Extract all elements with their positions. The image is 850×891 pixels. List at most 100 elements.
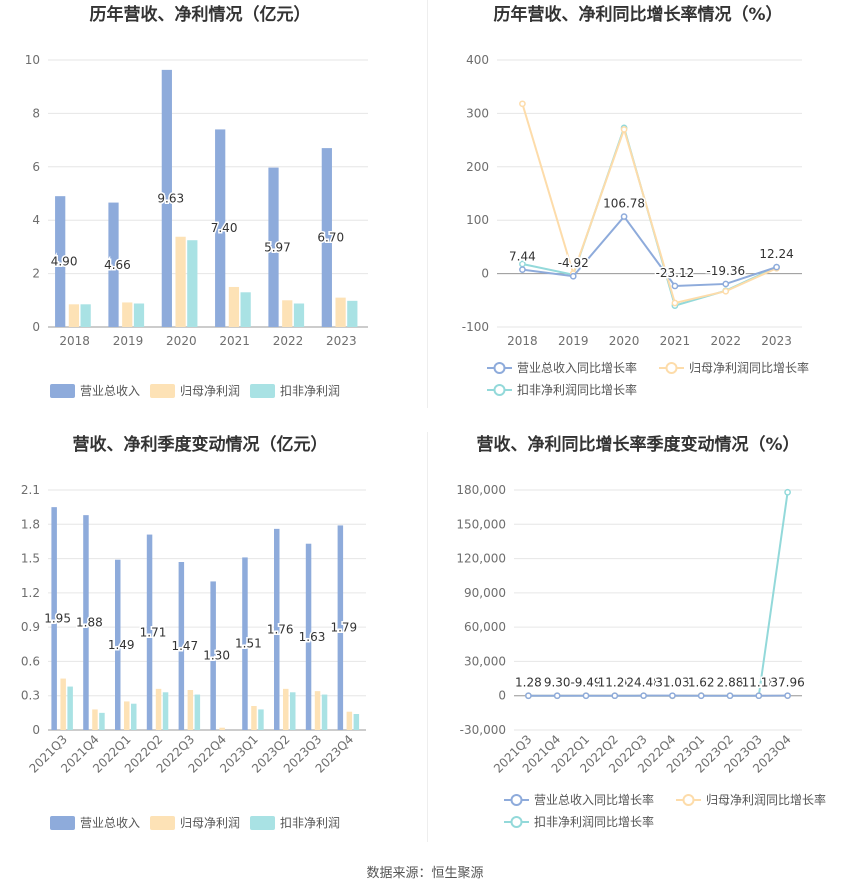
data-label: 1.79	[330, 621, 357, 635]
data-label: -19.36	[706, 264, 745, 278]
data-label: 1.51	[235, 637, 262, 651]
x-tick-label: 2021	[219, 334, 250, 348]
point-营业总收入同比增长率	[671, 282, 679, 290]
y-tick-label: 8	[32, 106, 40, 120]
legend-swatch	[250, 816, 275, 830]
bar-扣非净利润-2022Q3	[194, 694, 201, 730]
line-归母净利润同比增长率	[521, 103, 777, 305]
legend-marker	[682, 794, 695, 806]
bar-归母净利润-2019	[122, 302, 133, 327]
point-归母净利润同比增长率	[722, 287, 730, 295]
y-tick-label: 180,000	[456, 483, 506, 497]
bar-扣非净利润-2021Q4	[99, 712, 105, 730]
bar-营业总收入-2023Q3	[305, 543, 312, 730]
legend-label: 扣非净利润	[280, 384, 340, 398]
point-营业总收入同比增长率	[569, 272, 577, 280]
legend-label: 营业总收入	[80, 384, 140, 398]
data-label: 24.48	[626, 676, 660, 690]
legend-label: 扣非净利润同比增长率	[517, 382, 637, 397]
bar-归母净利润-2018	[68, 304, 80, 327]
bar-归母净利润-2023Q3	[314, 691, 321, 730]
data-label: 4.90	[51, 255, 78, 269]
line-营业总收入同比增长率	[522, 214, 777, 287]
data-label: 11.18	[742, 676, 776, 690]
bar-扣非净利润-2021Q3	[67, 686, 73, 730]
point-营业总收入同比增长率	[620, 213, 628, 220]
y-tick-label: -100	[462, 320, 489, 334]
bar-归母净利润-2022Q2	[155, 688, 162, 730]
data-label: 37.96	[770, 676, 804, 690]
data-label: 7.40	[211, 221, 238, 235]
data-label: 9.30	[544, 676, 571, 690]
bar-归母净利润-2023Q4	[346, 711, 353, 730]
data-label: 11.20	[598, 676, 632, 690]
point-营业总收入同比增长率	[784, 692, 791, 700]
y-tick-label: 150,000	[456, 517, 506, 531]
point-扣非净利润同比增长率	[784, 488, 791, 496]
bar-扣非净利润-2023Q4	[353, 714, 360, 730]
point-营业总收入同比增长率	[722, 280, 730, 288]
legend-marker	[665, 362, 678, 374]
y-tick-label: 100	[466, 213, 489, 227]
legend-marker	[493, 362, 506, 374]
data-label: -23.12	[656, 266, 695, 280]
legend-swatch	[250, 384, 275, 398]
legend-marker	[510, 794, 523, 806]
data-label: 7.44	[509, 250, 536, 264]
bar-扣非净利润-2021	[240, 292, 251, 327]
bar-归母净利润-2021Q3	[60, 678, 66, 730]
bar-归母净利润-2022Q4	[219, 727, 225, 730]
x-tick-label: 2020	[609, 334, 640, 348]
legend-label: 归母净利润同比增长率	[689, 360, 809, 375]
point-归母净利润同比增长率	[620, 126, 628, 133]
bar-扣非净利润-2022Q2	[162, 692, 169, 730]
y-tick-label: 0.9	[21, 620, 40, 634]
data-label: 1.76	[267, 622, 294, 636]
point-归母净利润同比增长率	[671, 299, 679, 307]
y-tick-label: 1.2	[21, 586, 40, 600]
x-tick-label: 2023	[761, 334, 792, 348]
y-tick-label: 30,000	[464, 654, 506, 668]
y-tick-label: 6	[32, 160, 40, 174]
bar-归母净利润-2022Q3	[187, 690, 194, 730]
y-tick-label: 1.8	[21, 517, 40, 531]
y-tick-label: 0.6	[21, 654, 40, 668]
bar-扣非净利润-2018	[80, 304, 91, 327]
bar-归母净利润-2023Q2	[283, 688, 289, 730]
data-label: 12.24	[759, 247, 793, 261]
point-营业总收入同比增长率	[697, 692, 705, 700]
bar-归母净利润-2021Q4	[92, 709, 98, 730]
bar-扣非净利润-2023Q2	[289, 692, 296, 730]
bar-营业总收入-2022Q4	[210, 581, 216, 730]
bar-营业总收入-2021	[215, 129, 226, 327]
legend-label: 扣非净利润同比增长率	[534, 814, 654, 829]
data-label: 1.30	[203, 649, 230, 663]
x-tick-label: 2020	[166, 334, 197, 348]
x-tick-label: 2022	[273, 334, 304, 348]
y-tick-label: -30,000	[460, 723, 506, 737]
x-tick-label: 2019	[113, 334, 144, 348]
bar-扣非净利润-2019	[133, 303, 145, 327]
legend-swatch	[50, 816, 75, 830]
bar-营业总收入-2023Q4	[337, 525, 344, 730]
data-label: 6.70	[317, 231, 344, 245]
bar-归母净利润-2020	[175, 236, 186, 327]
data-label: 5.97	[264, 240, 291, 254]
data-label: -9.49	[570, 676, 601, 690]
y-tick-label: 2.1	[21, 483, 40, 497]
y-tick-label: 0	[32, 320, 40, 334]
bar-归母净利润-2023	[335, 297, 346, 327]
legend-label: 营业总收入同比增长率	[517, 360, 637, 375]
data-label: 1.71	[140, 625, 167, 639]
data-label: 9.63	[157, 191, 184, 205]
bar-扣非净利润-2020	[187, 240, 198, 327]
bar-扣非净利润-2022Q1	[130, 703, 137, 730]
bar-营业总收入-2021Q3	[51, 507, 57, 730]
data-source-note: 数据来源：恒生聚源	[366, 866, 484, 881]
legend-label: 归母净利润	[180, 816, 240, 830]
y-tick-label: 90,000	[464, 586, 506, 600]
legend-label: 扣非净利润	[280, 816, 340, 830]
point-营业总收入同比增长率	[582, 692, 590, 700]
legend-swatch	[50, 384, 75, 398]
